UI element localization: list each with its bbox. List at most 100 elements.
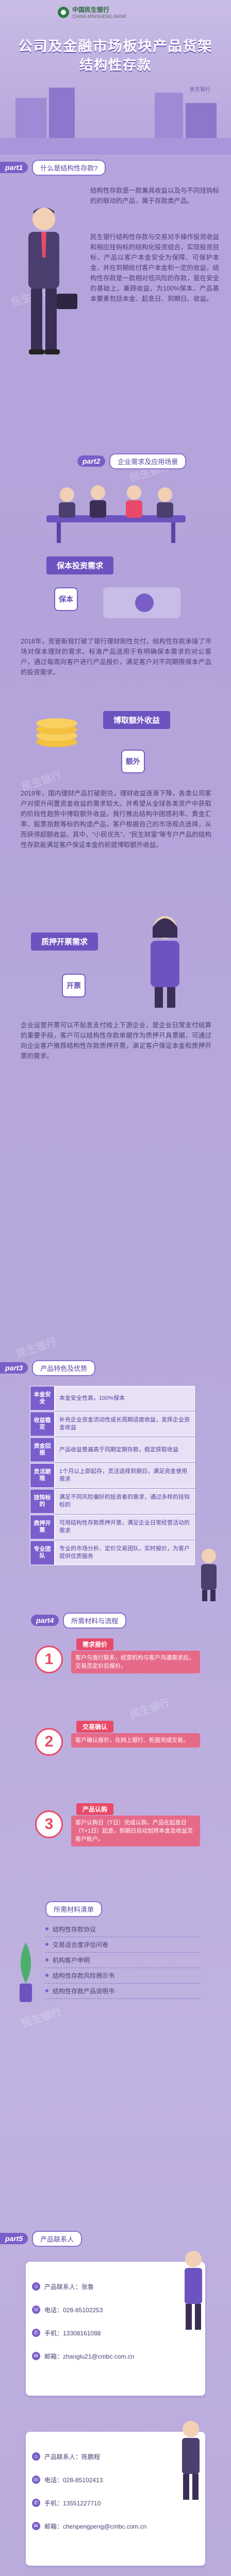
scene2-tag: 额外 — [121, 750, 145, 773]
contact-person-illustration — [182, 2421, 200, 2500]
part4-heading: part4 所需材料与流程 — [0, 1612, 127, 1629]
feature-value: 1个月以上即起存，灵活选择到期日，满足资金使用需求 — [55, 1463, 195, 1488]
plant-illustration — [20, 1942, 32, 2002]
mobile-icon: ✆ — [32, 2499, 40, 2507]
part2-section: part2 企业需求及应用场景 保本投资需求 保本 2018年，资管新规打破了银… — [0, 453, 231, 1355]
contact-mobile[interactable]: 手机：13308161088 — [44, 2330, 101, 2337]
email-icon: ✉ — [32, 2352, 40, 2360]
step-heading: 需求报价 — [76, 1638, 114, 1650]
feature-row: 灵活期限 1个月以上即起存，灵活选择到期日，满足资金使用需求 — [30, 1463, 195, 1488]
material-item: 结构性存款产品说明书 — [45, 1984, 200, 1999]
feature-row: 挂钩标的 满足不同风险偏好的投资者的需求，通过多样的挂钩标的 — [30, 1489, 195, 1514]
feature-value: 可用结构性存款质押开票，满足企业日常经营活动的需求 — [55, 1515, 195, 1539]
materials-list: 结构性存款协议 交易适合度评估问卷 机构客户申明 结构性存款风险揭示书 结构性存款产品说… — [45, 1922, 200, 1999]
process-step: 3 产品认购 客户认购日（T日）完成认购，产品在起息日（T+1日）起息，到期日自动划… — [35, 1803, 205, 1851]
logo-subtext: CHINA MINSHENG BANK — [72, 14, 127, 19]
part1-paragraph-1: 结构性存款是一款兼具收益以及与不同挂钩标的的联动的产品，属于存款类产品。 — [90, 187, 220, 205]
scene2-text: 2019年，国内理财产品打破刚兑，理财收益逐渐下降，各类公司客户对提升闲置资金收… — [21, 790, 211, 849]
step-heading: 交易确认 — [76, 1721, 114, 1733]
part5-heading: part5 产品联系人 — [0, 2230, 82, 2247]
phone-icon: ☏ — [32, 2306, 40, 2314]
part4-badge: part4 — [31, 1615, 59, 1626]
scene1-pill: 保本投资需求 — [46, 556, 114, 574]
part2-heading: part2 企业需求及应用场景 — [0, 453, 187, 469]
logo-text: 中国民生银行 — [72, 6, 110, 13]
feature-key: 质押开票 — [30, 1515, 55, 1539]
scene3-text: 企业运营开票可以不贴息支付给上下游企业，是企业日常支付结算的重要手段，客户可以结… — [21, 1022, 211, 1060]
part5-section: part5 产品联系人 ☺ 产品联系人：张鲁 ☏ 电话：028-85102253… — [0, 2230, 231, 2576]
businessman-illustration — [28, 207, 77, 354]
contact-phone[interactable]: 电话：028-85102253 — [44, 2307, 103, 2314]
feature-key: 专业团队 — [30, 1540, 55, 1565]
part3-heading: part3 产品特色及优势 — [0, 1360, 96, 1376]
contact-card-bg — [26, 2262, 205, 2396]
materials-heading: 所需材料清单 — [41, 1901, 103, 1917]
part5-title: 产品联系人 — [32, 2230, 82, 2247]
scene3-pill: 质押开票需求 — [31, 933, 98, 951]
part3-badge: part3 — [0, 1362, 28, 1374]
contact-email[interactable]: 邮箱：chenpengpeng@cmbc.com.cn — [44, 2523, 147, 2530]
feature-value: 补充企业资金流动性成长周期适度收益，发挥企业资金收益 — [55, 1412, 195, 1436]
feature-key: 灵活期限 — [30, 1463, 55, 1488]
email-icon: ✉ — [32, 2522, 40, 2530]
feature-value: 专业的市场分析、定价交易团队，实时报价，为客户提供优质服务 — [55, 1540, 195, 1565]
material-item: 交易适合度评估问卷 — [45, 1937, 200, 1953]
scene2-pill: 博取额外收益 — [103, 711, 171, 729]
page-subtitle: 结构性存款 — [79, 57, 152, 73]
part4-section: part4 所需材料与流程 1 需求报价 客户与我行联系，经营机构与客户沟通需求后，… — [0, 1612, 231, 2221]
person-icon: ☺ — [32, 2282, 40, 2291]
contact-email[interactable]: 邮箱：zhanglu21@cmbc.com.cn — [44, 2353, 135, 2360]
header-illustration — [0, 88, 231, 155]
part3-section: part3 产品特色及优势 本金安全 本金安全性高，100%保本 收益稳定 补充企业资… — [0, 1360, 231, 1607]
scene1-decoration — [88, 572, 201, 623]
feature-value: 满足不同风险偏好的投资者的需求，通过多样的挂钩标的 — [55, 1489, 195, 1514]
step-text: 客户确认报价，在网上银行、柜面完成交易。 — [71, 1733, 200, 1748]
feature-row: 收益稳定 补充企业资金流动性成长周期适度收益，发挥企业资金收益 — [30, 1412, 195, 1436]
step-number: 1 — [35, 1646, 63, 1673]
person-icon: ☺ — [32, 2452, 40, 2461]
part3-title: 产品特色及优势 — [32, 1360, 96, 1376]
phone-icon: ☏ — [32, 2476, 40, 2484]
part1-title: 什么是结构性存款? — [32, 159, 106, 176]
presenter-illustration — [201, 1549, 217, 1601]
feature-row: 质押开票 可用结构性存款质押开票，满足企业日常经营活动的需求 — [30, 1515, 195, 1539]
part1-badge: part1 — [0, 162, 28, 173]
materials-title: 所需材料清单 — [45, 1901, 103, 1917]
part4-title: 所需材料与流程 — [63, 1612, 127, 1629]
contact-mobile[interactable]: 手机：13551227710 — [44, 2500, 101, 2507]
part1-paragraph-2: 民生银行结构性存款与交易对手操作投资收益和相应挂钩标的结构化投资组合，实现投资目… — [90, 233, 220, 302]
feature-row: 资金回报 产品收益普遍高于同期定期存款，稳定获取收益 — [30, 1437, 195, 1462]
step-text: 客户认购日（T日）完成认购，产品在起息日（T+1日）起息，到期日自动划转本金及收… — [71, 1816, 200, 1846]
meeting-illustration — [46, 485, 186, 543]
feature-value: 本金安全性高，100%保本 — [55, 1386, 195, 1411]
coins-illustration — [36, 718, 77, 747]
feature-row: 本金安全 本金安全性高，100%保本 — [30, 1386, 195, 1411]
material-item: 结构性存款协议 — [45, 1922, 200, 1937]
scene1-tag: 保本 — [54, 587, 78, 611]
feature-key: 收益稳定 — [30, 1412, 55, 1436]
businesswoman-illustration — [151, 916, 179, 1008]
feature-value: 产品收益普遍高于同期定期存款，稳定获取收益 — [55, 1437, 195, 1462]
contact-card-bg — [26, 2432, 205, 2566]
part5-badge: part5 — [0, 2233, 28, 2244]
contact-phone[interactable]: 电话：028-85102413 — [44, 2477, 103, 2484]
feature-key: 本金安全 — [30, 1386, 55, 1411]
mobile-icon: ✆ — [32, 2329, 40, 2337]
part2-badge: part2 — [77, 455, 106, 467]
part2-title: 企业需求及应用场景 — [109, 453, 187, 469]
contact-card-1: ☺ 产品联系人：张鲁 ☏ 电话：028-85102253 ✆ 手机：133081… — [0, 2251, 231, 2406]
contact-name: 产品联系人：陈鹏程 — [44, 2453, 101, 2461]
step-heading: 产品认购 — [76, 1803, 114, 1815]
part1-section: part1 什么是结构性存款? 结构性存款是一款兼具收益以及与不同挂钩标的的联动… — [0, 155, 231, 453]
material-item: 结构性存款风险揭示书 — [45, 1968, 200, 1984]
process-step: 1 需求报价 客户与我行联系，经营机构与客户沟通需求后，交易员定价后报价。 — [35, 1638, 205, 1686]
contact-person-illustration — [185, 2251, 202, 2330]
scene3-tag: 开票 — [62, 974, 86, 997]
page-title: 公司及金融市场板块产品货架 — [18, 39, 213, 54]
process-step: 2 交易确认 客户确认报价，在网上银行、柜面完成交易。 — [35, 1721, 205, 1768]
feature-row: 专业团队 专业的市场分析、定价交易团队，实时报价，为客户提供优质服务 — [30, 1540, 195, 1565]
material-item: 机构客户申明 — [45, 1953, 200, 1968]
scene1-text: 2018年，资管新规打破了银行理财刚性兑付，结构性存款承接了市场对保本理财的需求… — [21, 638, 211, 676]
bank-logo: 中国民生银行 CHINA MINSHENG BANK — [58, 5, 127, 19]
